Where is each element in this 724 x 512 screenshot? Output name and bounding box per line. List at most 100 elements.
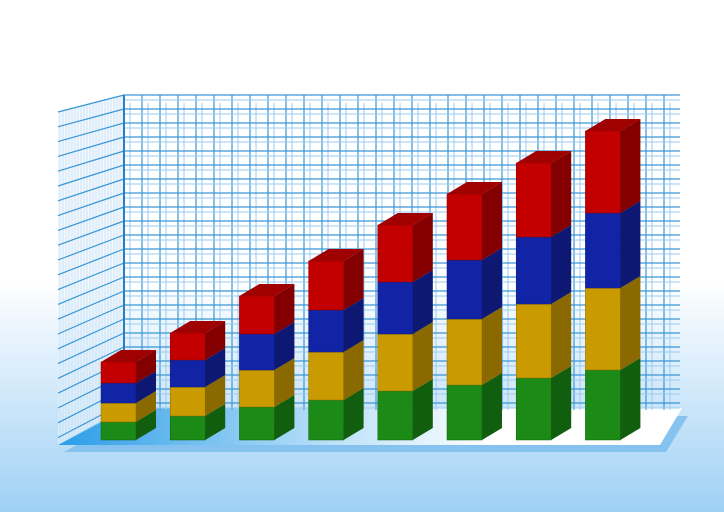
bar-segment-front (308, 399, 344, 441)
grid-line-left-wall (57, 332, 125, 365)
bar-segment-side (136, 410, 156, 440)
bar-stack (169, 321, 226, 441)
bar-segment-side (343, 249, 364, 310)
bar-segment-side (551, 366, 572, 440)
bar-segment-side (136, 350, 156, 383)
bar-segment-front (169, 359, 206, 388)
bar-stack (585, 119, 641, 441)
bar-segment-side (620, 201, 641, 288)
bar-segment-front (308, 351, 344, 401)
grid-line-left-wall (57, 136, 125, 157)
bar-segment-front (446, 384, 483, 441)
bar-stack (377, 213, 433, 441)
bar-segment-top (516, 151, 572, 163)
bar-stack (308, 249, 364, 441)
bar-segment-side (551, 225, 572, 304)
bar-segment-front (515, 377, 552, 441)
bar-segment-side (205, 375, 226, 416)
bar-segment-front (585, 287, 621, 371)
bar-segment-side (274, 395, 295, 440)
bar-stack (100, 350, 156, 441)
bar-segment-side (482, 248, 502, 319)
grid-line-left-wall (57, 220, 125, 246)
bar-segment-front (585, 130, 621, 214)
bar-segment-front (308, 260, 344, 311)
bar-segment-side (343, 388, 364, 440)
bar-segment-side (412, 379, 433, 440)
grid-line-left-wall (57, 164, 125, 187)
bar-segment-side (551, 151, 572, 237)
bar-segment-front (585, 369, 621, 441)
grid-line-left-wall (57, 234, 125, 261)
bar-segment-side (205, 321, 226, 360)
bar-segment-front (239, 295, 275, 335)
grid-line-left-wall (57, 150, 125, 172)
bar-segment-front (585, 212, 621, 289)
bar-segment-front (169, 332, 206, 361)
bar-segment-front (100, 361, 137, 384)
bar-segment-front (446, 318, 483, 386)
bar-segment-front (515, 303, 552, 379)
bar-segment-side (343, 298, 364, 352)
bar-segment-front (100, 421, 137, 441)
bar-segment-front (446, 259, 483, 320)
bar-segment-top (239, 284, 295, 296)
grid-line-left-wall (57, 122, 125, 143)
bar-segment-side (482, 373, 502, 440)
bar-segment-front (239, 333, 275, 371)
bar-segment-side (412, 270, 433, 334)
grid-line-left-wall (57, 178, 125, 202)
grid-line-left-wall (57, 290, 125, 320)
bar-segment-front (169, 415, 206, 441)
bar-segment-front (100, 402, 137, 423)
bar-segment-side (620, 119, 641, 213)
bar-segment-side (620, 276, 641, 370)
bar-segment-front (169, 386, 206, 417)
grid-line-left-wall (57, 262, 125, 291)
grid-line-left-wall (57, 206, 125, 231)
bar-stack (239, 284, 295, 441)
bar-segment-side (620, 358, 641, 440)
bar-segment-top (308, 249, 364, 261)
bar-segment-top (377, 213, 433, 225)
bar-segment-front (515, 236, 552, 305)
bar-segment-side (412, 322, 433, 391)
grid-line-left-wall (57, 108, 125, 128)
bar-segment-side (136, 371, 156, 403)
bar-stack (515, 151, 572, 441)
bar-segment-side (136, 391, 156, 422)
bar-segment-side (343, 340, 364, 400)
bar-segment-front (239, 369, 275, 408)
bar-segment-front (446, 193, 483, 261)
bars (100, 119, 641, 441)
grid-line-left-wall (57, 94, 125, 113)
bar-segment-front (377, 333, 414, 392)
bar-segment-top (101, 350, 156, 362)
bar-segment-front (515, 162, 552, 238)
bar-segment-side (412, 213, 433, 282)
grid-line-left-wall (57, 346, 125, 379)
grid-line-left-wall (57, 318, 125, 350)
bar-segment-front (239, 406, 275, 441)
bar-segment-side (482, 307, 502, 385)
bar-segment-side (274, 284, 295, 334)
bar-segment-top (585, 119, 641, 131)
bar-segment-side (274, 322, 295, 370)
bar-segment-top (170, 321, 226, 333)
bar-segment-side (551, 292, 572, 378)
bar-segment-front (100, 382, 137, 404)
bar-segment-front (377, 281, 414, 335)
bar-segment-front (377, 390, 414, 441)
bar-segment-front (377, 224, 414, 283)
bar-segment-side (205, 348, 226, 387)
grid-line-left-wall (57, 192, 125, 217)
grid-line-left-wall (57, 276, 125, 305)
bar-segment-side (482, 182, 502, 260)
bar-stack (446, 182, 502, 441)
grid-line-left-wall (57, 248, 125, 276)
bar-segment-front (308, 309, 344, 353)
grid-line-left-wall (57, 304, 125, 335)
left-wall (58, 95, 124, 445)
bar-segment-side (274, 358, 295, 407)
